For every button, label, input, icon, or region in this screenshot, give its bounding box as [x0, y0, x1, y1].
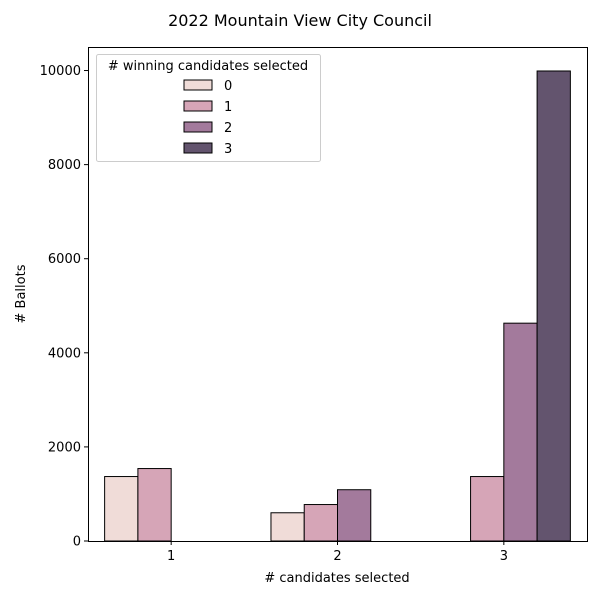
- x-tick-label: 3: [500, 549, 508, 564]
- bar-3-3: [536, 70, 571, 542]
- y-axis-label: # Ballots: [14, 264, 29, 323]
- x-tick-label: 2: [333, 549, 341, 564]
- legend-label-0: 0: [224, 79, 232, 94]
- bar-3-1: [470, 476, 505, 542]
- bars-group: [104, 70, 571, 542]
- legend: # winning candidates selected 0 1 2 3: [96, 54, 321, 162]
- y-tick-label: 0: [73, 535, 81, 550]
- bar-3-2: [503, 322, 538, 542]
- legend-items: 0 1 2 3: [183, 79, 232, 157]
- y-tick-label: 6000: [48, 252, 81, 267]
- bar-2-1: [303, 504, 339, 542]
- legend-title: # winning candidates selected: [108, 59, 308, 74]
- legend-label-3: 3: [224, 142, 232, 157]
- legend-swatch-3: [183, 142, 213, 154]
- chart-title: 2022 Mountain View City Council: [168, 11, 432, 30]
- x-axis-label: # candidates selected: [264, 571, 409, 586]
- legend-swatch-1: [183, 100, 213, 112]
- bar-2-0: [270, 512, 305, 542]
- y-axis: 0 2000 4000 6000 8000 10000: [40, 64, 88, 550]
- bar-1-0: [104, 476, 139, 542]
- legend-swatch-2: [183, 121, 213, 133]
- y-tick-label: 8000: [48, 158, 81, 173]
- y-tick-label: 10000: [40, 64, 81, 79]
- bar-1-1: [137, 468, 172, 542]
- legend-label-1: 1: [224, 100, 232, 115]
- legend-swatch-0: [183, 79, 213, 91]
- bar-2-2: [337, 489, 372, 542]
- y-tick-label: 4000: [48, 346, 81, 361]
- x-axis: 1 2 3: [167, 541, 508, 564]
- y-tick-label: 2000: [48, 440, 81, 455]
- legend-label-2: 2: [224, 121, 232, 136]
- x-tick-label: 1: [167, 549, 175, 564]
